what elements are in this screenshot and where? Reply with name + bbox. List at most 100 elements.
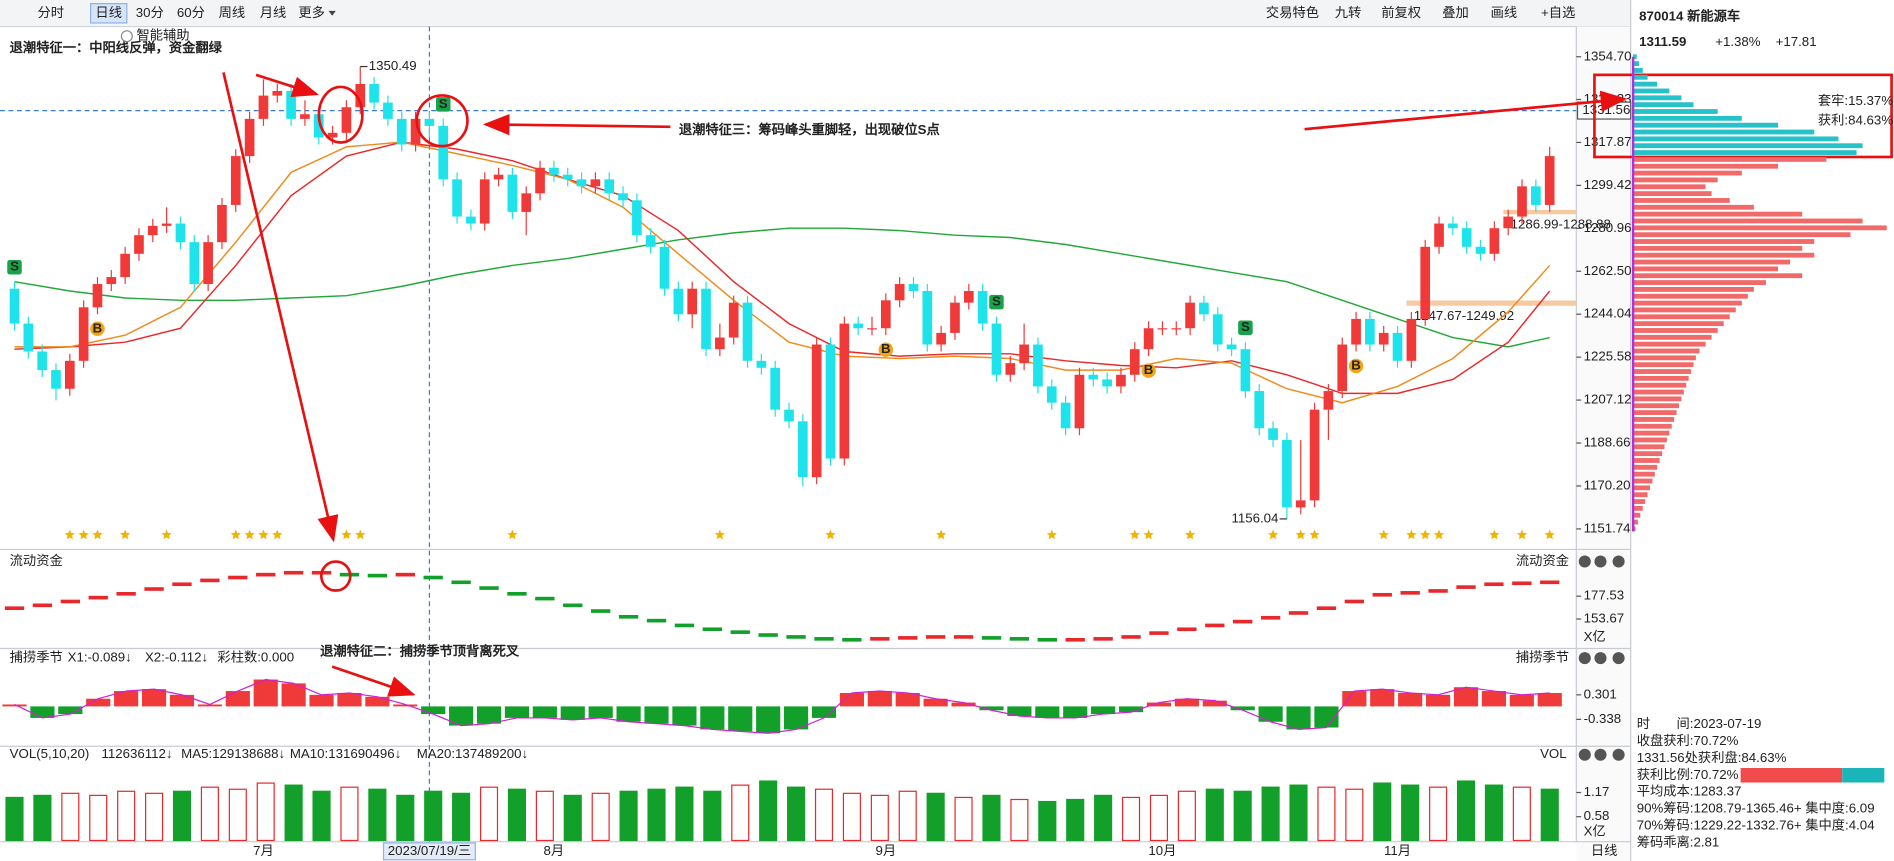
flow-dash <box>953 635 974 639</box>
panel-icon[interactable] <box>1578 652 1591 665</box>
star <box>1046 529 1057 540</box>
flow-dash <box>1456 585 1476 589</box>
tool-button[interactable]: 交易特色 <box>1266 4 1319 20</box>
tool-button[interactable]: 九转 <box>1335 5 1362 20</box>
candle-body <box>327 132 338 138</box>
candle-body <box>134 235 144 254</box>
flow-dash <box>591 609 611 613</box>
candle-body <box>922 291 933 345</box>
candle-body <box>355 83 366 108</box>
panel-icon[interactable] <box>1578 555 1591 568</box>
tool-button[interactable]: +自选 <box>1541 5 1575 20</box>
flow-dash <box>1288 611 1309 615</box>
panel-icon[interactable] <box>1594 748 1607 761</box>
star <box>92 529 103 540</box>
candle-body <box>203 242 213 285</box>
candle-body <box>23 323 34 352</box>
panel-icon[interactable] <box>1594 555 1607 568</box>
checkbox[interactable] <box>120 30 133 43</box>
signal-letter: B <box>881 341 891 356</box>
candle-body <box>756 360 767 368</box>
flow-dash <box>1233 619 1253 624</box>
chip-bar <box>1633 170 1742 176</box>
hist-bar <box>811 706 837 718</box>
flow-dash <box>1149 631 1169 635</box>
chip-bar <box>1633 485 1651 491</box>
legend-entry: 112636112↓ <box>101 746 172 761</box>
buy-signal <box>1141 363 1156 378</box>
candle-body <box>1531 186 1541 205</box>
hist-bar <box>1398 692 1423 707</box>
tab[interactable]: 分时 <box>37 5 64 20</box>
volume-bar <box>619 790 638 842</box>
tab-selected[interactable] <box>89 3 128 24</box>
star <box>1129 529 1140 540</box>
legend-entry: MA5:129138688↓ <box>181 746 285 761</box>
panel-icon[interactable] <box>1612 555 1625 568</box>
chip-bar <box>1633 328 1718 333</box>
volume-bar <box>1289 784 1308 842</box>
volume-bar <box>731 784 750 842</box>
candle-body <box>728 302 739 338</box>
chip-bar <box>1633 177 1718 183</box>
arrow <box>331 665 416 697</box>
candle-body <box>410 118 421 145</box>
panel-icon[interactable] <box>1594 652 1607 665</box>
hist-bar <box>1258 706 1283 722</box>
panel-icon[interactable] <box>1612 652 1625 665</box>
candle-body <box>493 174 504 180</box>
volume-bar <box>898 790 917 842</box>
chip-bar <box>1633 102 1694 108</box>
hist-bar <box>1314 706 1339 728</box>
star <box>161 529 172 540</box>
flow-dash <box>423 575 443 580</box>
y-tick-label: 0.301 <box>1584 686 1617 701</box>
tool-button[interactable]: 画线 <box>1491 5 1518 20</box>
flow-dash <box>172 582 192 587</box>
tab[interactable]: 周线 <box>219 5 246 20</box>
flow-dash <box>116 591 136 596</box>
candle-body <box>963 291 974 303</box>
volume-bar <box>1484 784 1503 842</box>
tool-button[interactable]: 叠加 <box>1442 5 1469 20</box>
stock-change-pct: +1.38% <box>1715 34 1761 49</box>
tab[interactable]: 日线 <box>95 5 122 20</box>
panel-icon[interactable] <box>1612 748 1625 761</box>
tab[interactable]: 更多 <box>298 4 325 20</box>
tab[interactable]: 月线 <box>260 5 287 20</box>
volume-bar <box>787 786 806 842</box>
tab[interactable]: 30分 <box>136 5 164 20</box>
arrow <box>255 73 320 98</box>
flow-dash <box>618 614 639 619</box>
hist-bar <box>1286 706 1311 730</box>
chip-bar <box>1633 389 1684 395</box>
volume-bar <box>563 794 582 842</box>
panel-title-right: 流动资金 <box>1516 553 1569 568</box>
volume-bar <box>396 794 415 842</box>
legend-entry: X2:-0.112↓ <box>145 650 208 665</box>
annotation: 退潮特征二：捕捞季节顶背离死叉 <box>320 643 520 659</box>
tab[interactable]: 60分 <box>177 5 205 20</box>
flow-dash <box>507 591 527 596</box>
hist-bar <box>1035 706 1060 718</box>
panel-title: 捕捞季节 <box>10 650 63 665</box>
signal-letter: S <box>439 96 448 111</box>
y-tick-label: 153.67 <box>1584 611 1625 626</box>
flow-dash <box>1205 623 1225 628</box>
volume-bar <box>1373 782 1392 842</box>
chip-bar <box>1633 259 1791 265</box>
chip-bar <box>1633 382 1687 388</box>
star <box>1420 529 1431 540</box>
ma-line <box>14 141 1551 395</box>
candle-body <box>479 179 490 224</box>
panel-icon[interactable] <box>1578 748 1591 761</box>
star <box>1406 529 1417 540</box>
info-line: 收盘获利:70.72% <box>1637 732 1739 748</box>
y-tick-label: 1280.96 <box>1584 220 1632 235</box>
tool-button[interactable]: 前复权 <box>1381 4 1421 20</box>
star <box>507 529 518 540</box>
chip-bar <box>1633 218 1863 224</box>
y-tick-label: 1188.66 <box>1584 435 1631 450</box>
candle-body <box>590 179 601 187</box>
flow-dash <box>60 599 80 604</box>
